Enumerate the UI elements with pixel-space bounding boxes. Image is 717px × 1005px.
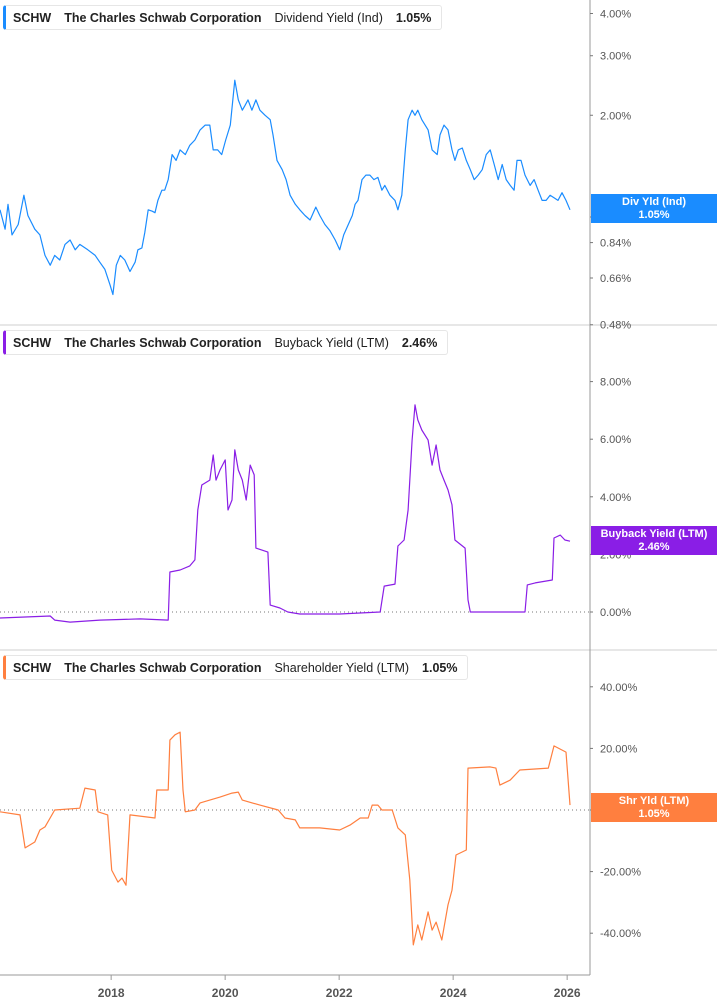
y-tick-label: -40.00%: [600, 928, 641, 940]
y-tick-label: 2.00%: [600, 110, 631, 122]
legend-buyback-yield: SCHW The Charles Schwab Corporation Buyb…: [3, 330, 449, 355]
badge-buyback-yield: Buyback Yield (LTM) 2.46%: [591, 526, 717, 555]
badge-value: 1.05%: [638, 208, 670, 221]
x-tick-label: 2018: [98, 986, 125, 1000]
legend-dividend-yield: SCHW The Charles Schwab Corporation Divi…: [3, 5, 443, 30]
legend-ticker: SCHW: [13, 10, 52, 25]
y-tick-label: 20.00%: [600, 743, 638, 755]
x-tick-label: 2022: [326, 986, 353, 1000]
y-tick-label: 8.00%: [600, 377, 631, 389]
badge-label: Shr Yld (LTM): [618, 795, 690, 807]
y-tick-label: 0.66%: [600, 273, 631, 285]
legend-metric: Shareholder Yield (LTM): [274, 660, 410, 675]
x-tick-label: 2020: [212, 986, 239, 1000]
y-tick-label: 6.00%: [600, 434, 631, 446]
legend-value: 1.05%: [422, 660, 458, 675]
y-tick-label: 3.00%: [600, 51, 631, 63]
y-tick-label: 0.00%: [600, 607, 631, 619]
badge-value: 1.05%: [638, 807, 670, 820]
y-tick-label: 4.00%: [600, 492, 631, 504]
legend-metric: Dividend Yield (Ind): [274, 10, 383, 25]
legend-metric: Buyback Yield (LTM): [274, 335, 389, 350]
y-tick-label: -20.00%: [600, 867, 641, 879]
legend-value: 2.46%: [401, 335, 438, 350]
legend-value: 1.05%: [395, 10, 432, 25]
legend-company: The Charles Schwab Corporation: [64, 10, 262, 25]
x-tick-label: 2026: [554, 986, 581, 1000]
legend-company: The Charles Schwab Corporation: [64, 660, 262, 675]
legend-ticker: SCHW: [13, 660, 52, 675]
badge-label: Div Yld (Ind): [622, 196, 686, 208]
series-line-dividend-yield: [0, 79, 571, 296]
y-tick-label: 4.00%: [600, 9, 631, 21]
badge-label: Buyback Yield (LTM): [600, 528, 708, 540]
y-tick-label: 0.48%: [600, 320, 631, 332]
legend-company: The Charles Schwab Corporation: [64, 335, 262, 350]
series-line-shareholder-yield: [0, 731, 571, 946]
badge-shareholder-yield: Shr Yld (LTM) 1.05%: [591, 793, 717, 822]
y-tick-label: 0.84%: [600, 238, 631, 250]
legend-shareholder-yield: SCHW The Charles Schwab Corporation Shar…: [3, 655, 469, 680]
badge-dividend-yield: Div Yld (Ind) 1.05%: [591, 194, 717, 223]
y-tick-label: 40.00%: [600, 682, 638, 694]
legend-ticker: SCHW: [13, 335, 52, 350]
x-tick-label: 2024: [440, 986, 467, 1000]
series-line-buyback-yield: [0, 404, 571, 623]
badge-value: 2.46%: [638, 540, 670, 553]
